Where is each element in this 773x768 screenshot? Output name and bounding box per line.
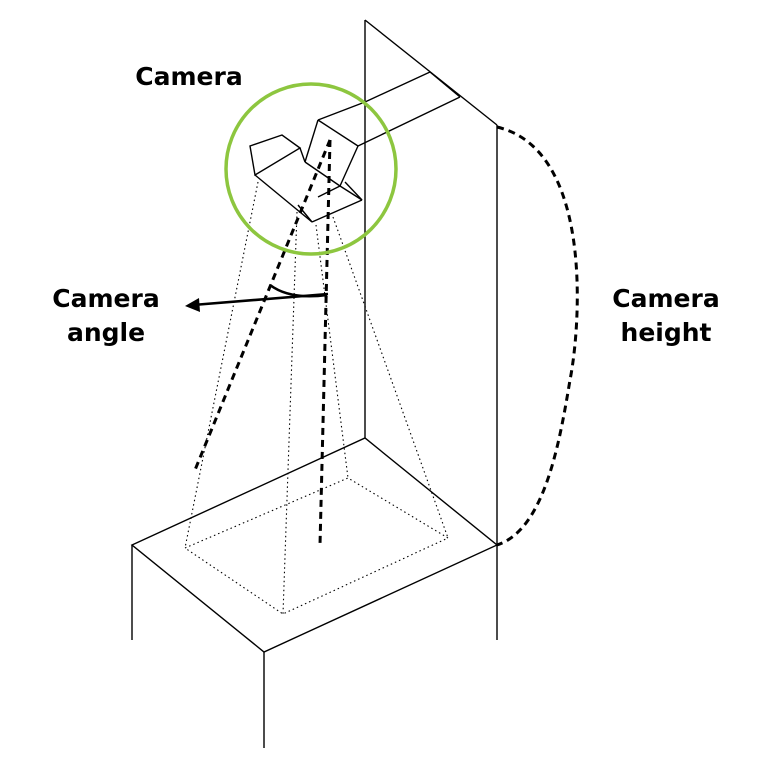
mounting-arm (304, 71, 461, 187)
optical-axis-line (318, 139, 332, 546)
camera-highlight-circle (224, 82, 398, 256)
camera-height-label-line1: Camera (612, 284, 719, 313)
camera-angle-marker (185, 283, 329, 312)
reference-line (193, 139, 332, 471)
wall-panel (364, 19, 498, 640)
field-of-view (183, 181, 450, 615)
camera-body (249, 134, 363, 223)
camera-angle-label-line2: angle (67, 318, 145, 347)
camera-angle-label-line1: Camera (52, 284, 159, 313)
table-base (130, 437, 499, 748)
arrow-head-icon (185, 298, 200, 312)
camera-height-label-line2: height (621, 318, 712, 347)
camera-label: Camera (135, 62, 242, 91)
camera-height-bracket (496, 125, 579, 547)
